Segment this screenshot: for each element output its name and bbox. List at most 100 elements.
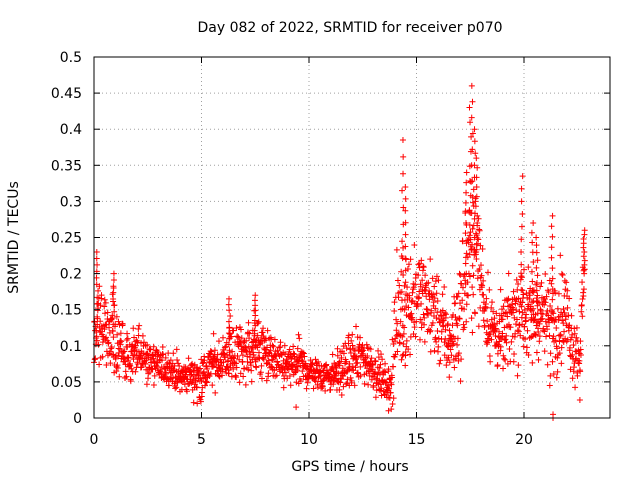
data-point — [375, 354, 382, 361]
data-point — [336, 359, 343, 366]
data-point — [400, 341, 407, 348]
data-point — [446, 374, 453, 381]
data-point — [150, 343, 157, 350]
data-point — [459, 238, 466, 245]
data-point-peak — [93, 274, 100, 281]
data-point — [466, 232, 473, 239]
data-point — [535, 356, 542, 363]
data-point-peak — [398, 288, 405, 295]
data-point — [477, 304, 484, 311]
data-point-peak — [548, 307, 555, 314]
data-point — [502, 309, 509, 316]
data-point — [442, 326, 449, 333]
data-point — [564, 304, 571, 311]
data-point-peak — [227, 312, 234, 319]
data-point-peak — [473, 241, 480, 248]
data-point — [566, 295, 573, 302]
data-point — [469, 329, 476, 336]
data-point — [515, 362, 522, 369]
data-point — [132, 368, 139, 375]
data-point — [430, 299, 437, 306]
data-point — [357, 363, 364, 370]
data-point — [505, 270, 512, 277]
data-point — [122, 368, 129, 375]
data-point — [555, 316, 562, 323]
data-point — [147, 346, 154, 353]
data-point — [502, 336, 509, 343]
data-point-peak — [400, 170, 407, 177]
data-point — [475, 215, 482, 222]
data-point — [415, 272, 422, 279]
data-point — [526, 296, 533, 303]
data-point — [274, 359, 281, 366]
data-point — [367, 346, 374, 353]
data-point — [479, 246, 486, 253]
data-point — [563, 279, 570, 286]
data-point — [105, 339, 112, 346]
data-point — [121, 358, 128, 365]
data-point — [417, 316, 424, 323]
data-point — [419, 290, 426, 297]
data-point — [483, 295, 490, 302]
data-point-low — [576, 396, 583, 403]
data-point-peak — [529, 288, 536, 295]
data-point — [300, 350, 307, 357]
data-point-peak — [471, 246, 478, 253]
data-point — [546, 332, 553, 339]
data-point — [207, 348, 214, 355]
data-point — [138, 340, 145, 347]
data-point — [420, 264, 427, 271]
data-point — [514, 372, 521, 379]
data-point — [201, 382, 208, 389]
data-point — [151, 372, 158, 379]
data-point — [467, 229, 474, 236]
data-point — [427, 327, 434, 334]
data-point — [193, 384, 200, 391]
data-point — [269, 357, 276, 364]
data-point — [544, 326, 551, 333]
data-point — [477, 242, 484, 249]
data-point — [492, 333, 499, 340]
data-point — [403, 337, 410, 344]
data-point — [116, 373, 123, 380]
data-point — [260, 356, 267, 363]
data-point — [534, 292, 541, 299]
data-point — [535, 329, 542, 336]
data-point — [414, 302, 421, 309]
data-point-peak — [400, 153, 407, 160]
data-point-peak — [462, 260, 469, 267]
data-point — [537, 306, 544, 313]
data-point — [480, 291, 487, 298]
data-point — [507, 324, 514, 331]
data-point-peak — [474, 212, 481, 219]
data-point — [549, 358, 556, 365]
data-point-peak — [467, 148, 474, 155]
data-point — [174, 356, 181, 363]
data-point — [185, 355, 192, 362]
data-point — [320, 367, 327, 374]
data-point — [456, 315, 463, 322]
data-point — [452, 314, 459, 321]
data-point-peak — [226, 324, 233, 331]
data-point — [117, 330, 124, 337]
data-point — [303, 385, 310, 392]
data-point — [267, 347, 274, 354]
data-point — [550, 310, 557, 317]
data-point — [372, 394, 379, 401]
data-point — [236, 379, 243, 386]
data-point-peak — [399, 238, 406, 245]
data-point — [250, 351, 257, 358]
data-point — [484, 318, 491, 325]
data-point — [135, 326, 142, 333]
data-point — [445, 340, 452, 347]
data-point — [473, 256, 480, 263]
data-point — [222, 343, 229, 350]
data-point-peak — [402, 195, 409, 202]
data-point — [334, 345, 341, 352]
data-point — [114, 365, 121, 372]
data-point-low — [293, 404, 300, 411]
data-point-peak — [528, 229, 535, 236]
data-point-peak — [468, 82, 475, 89]
data-point — [190, 399, 197, 406]
data-point — [499, 330, 506, 337]
